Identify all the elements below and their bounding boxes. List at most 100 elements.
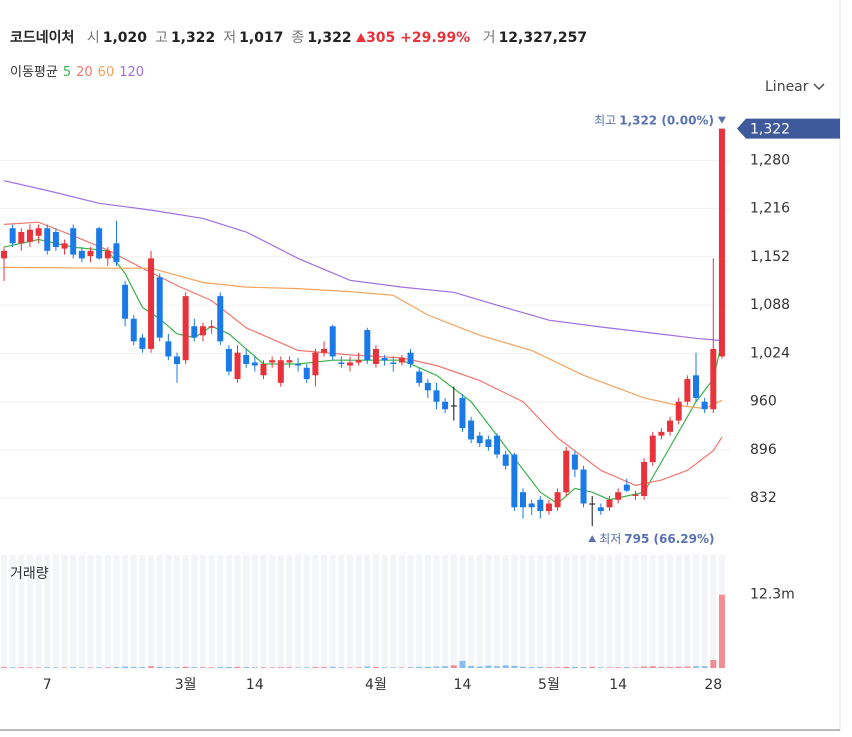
volume-column-bg [667,555,674,668]
stock-name: 코드네이처 [10,30,75,46]
volume-bar [208,667,215,668]
volume-bar [632,667,639,668]
y-tick-label: 832 [750,490,777,506]
candle-body [459,397,466,429]
candle-body [407,352,414,364]
volume-bar [398,667,405,668]
volume-column-bg [96,555,103,668]
volume-column-bg [1,555,7,668]
volume-column-bg [182,555,189,668]
y-tick-label: 1,088 [750,297,790,313]
candle-body [494,435,501,455]
volume-column-bg [217,555,224,668]
candle-body [545,503,552,512]
candle-body [372,348,379,364]
high-annotation-label: 최고 [594,113,616,127]
candle-body [44,228,51,251]
volume-bar [113,667,120,668]
volume-column-bg [450,555,457,668]
volume-bar [329,666,336,668]
volume-column-bg [416,555,423,668]
volume-bar [269,667,276,668]
change-value: 305 [366,30,396,46]
volume-bar [623,667,630,668]
volume-tick-label: 12.3m [750,587,795,603]
candle-body [165,341,172,357]
candle-body [485,439,492,447]
volume-column-bg [424,555,431,668]
volume-column-bg [675,555,682,668]
volume-bar [589,666,596,668]
scale-selector[interactable]: Linear [765,79,825,95]
volume-column-bg [148,555,155,668]
volume-bar [537,666,544,668]
volume-bar [1,667,7,668]
volume-column-bg [156,555,163,668]
volume-column-bg [545,555,552,668]
candle-body [269,360,276,363]
high-marker [717,116,726,124]
volume-column-bg [649,555,656,668]
volume-column-bg [606,555,613,668]
y-tick-label: 1,216 [750,201,790,217]
ma-legend-entry: 5 [62,65,72,80]
volume-column-bg [520,555,526,668]
quote-value: 1,322 [170,30,216,46]
candle-body [277,360,284,383]
volume-bar [44,667,51,668]
low-marker [588,535,597,543]
candle-body [303,367,310,380]
candle-body [589,503,596,505]
volume-column-bg [597,555,604,668]
candle-body [156,277,163,338]
candle-body [217,296,224,342]
moving-average-line [3,266,723,410]
y-tick-label: 1,024 [750,345,790,361]
volume-bar [615,667,622,668]
volume-bar [372,666,379,668]
candle-body [571,454,578,470]
volume-column-bg [563,555,570,668]
volume-bar [139,667,146,668]
volume-bar [277,667,284,668]
candle-body [347,362,353,366]
candle-body [225,348,232,372]
volume-column-bg [251,555,258,668]
volume-bar [122,666,129,668]
candle-body [355,360,362,363]
candle-body [684,379,691,402]
volume-bar [104,667,111,668]
volume-bar [485,665,492,668]
candle-body [537,499,544,512]
volume-bar [286,667,293,668]
candle-body [468,420,475,440]
candle-body [693,375,699,398]
volume-bar [364,666,371,668]
volume-bar [338,667,345,668]
ma-legend-entry: 20 [76,65,93,80]
x-tick-label: 7 [43,677,52,693]
volume-bar [476,666,483,668]
volume-bar [563,666,570,668]
candle-body [174,356,180,364]
volume-bar [701,666,708,668]
candle-body [329,326,336,357]
volume-bar [494,666,501,668]
price-tag [737,118,840,139]
volume-column-bg [18,555,25,668]
x-tick-label: 28 [704,677,722,693]
volume-column-bg [632,555,639,668]
volume-column-bg [641,555,648,668]
volume-column-bg [130,555,137,668]
y-tick-label: 960 [750,394,777,410]
volume-bar [26,667,33,668]
candle-body [658,431,665,436]
volume-column-bg [113,555,120,668]
volume-column-bg [693,555,699,668]
volume-bar [130,666,137,668]
candle-body [563,450,570,493]
volume-column-bg [139,555,146,668]
candle-body [130,318,137,342]
volume-bar [718,594,725,668]
